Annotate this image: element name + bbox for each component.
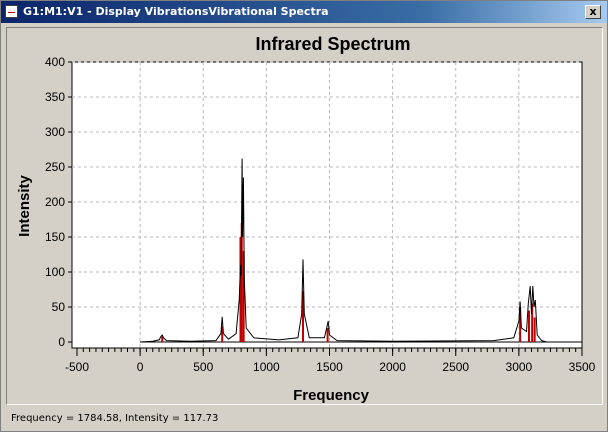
spectrum-app-icon[interactable] xyxy=(5,5,18,18)
y-tick-label: 50 xyxy=(52,300,66,314)
grid-lines xyxy=(72,61,582,348)
y-tick-label: 0 xyxy=(58,335,65,349)
chart-title: Infrared Spectrum xyxy=(255,34,410,54)
infrared-spectrum-chart[interactable]: Infrared Spectrum 0 50 100 150 200 250 300 350 4… xyxy=(7,28,602,404)
x-tick-label: 3500 xyxy=(569,360,596,374)
x-tick-label: 1000 xyxy=(253,360,280,374)
y-tick-label: 250 xyxy=(45,160,65,174)
x-tick-label: 3000 xyxy=(506,360,533,374)
y-tick-label: 350 xyxy=(45,90,65,104)
close-button[interactable]: x xyxy=(585,5,601,19)
title-bar[interactable]: G1:M1:V1 - Display VibrationsVibrational… xyxy=(1,1,607,23)
x-tick-label: 0 xyxy=(137,360,144,374)
x-tick-label: 500 xyxy=(193,360,213,374)
x-tick-label: 2500 xyxy=(442,360,469,374)
chart-panel: Infrared Spectrum 0 50 100 150 200 250 300 350 4… xyxy=(6,27,603,405)
y-tick-label: 150 xyxy=(45,230,65,244)
window-title: G1:M1:V1 - Display VibrationsVibrational… xyxy=(23,5,329,18)
x-tick-label: 1500 xyxy=(316,360,343,374)
y-tick-label: 100 xyxy=(45,265,65,279)
spectrum-curve xyxy=(140,158,547,343)
y-axis-label: Intensity xyxy=(16,175,33,237)
y-tick-label: 200 xyxy=(45,195,65,209)
y-tick-label: 300 xyxy=(45,125,65,139)
x-tick-label: 2000 xyxy=(379,360,406,374)
x-tick-label: -500 xyxy=(65,360,89,374)
plot-area[interactable] xyxy=(71,61,583,349)
status-bar: Frequency = 1784.58, Intensity = 117.73 xyxy=(11,413,219,424)
x-axis-label: Frequency xyxy=(293,387,370,404)
y-tick-label: 400 xyxy=(45,55,65,69)
